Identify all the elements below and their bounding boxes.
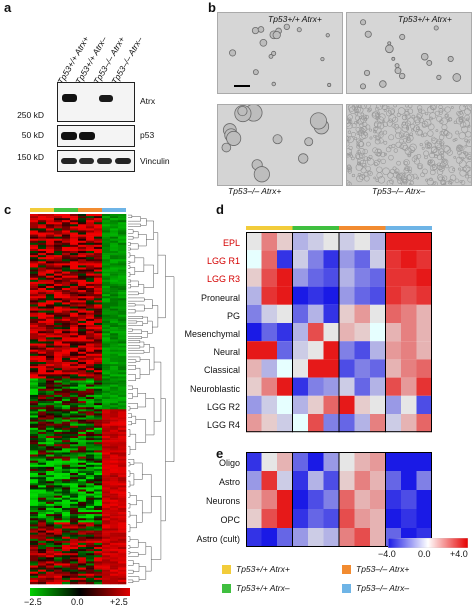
panel-e-row-label: Neurons xyxy=(205,496,240,506)
panel-letter-c: c xyxy=(4,202,12,217)
colorbar-c-tick-mid: 0.0 xyxy=(71,597,84,607)
colorbar-de-tick-mid: 0.0 xyxy=(418,549,431,559)
panel-d-row-label: EPL xyxy=(222,238,240,248)
legend-swatch-4 xyxy=(342,584,351,593)
legend-label-4: Tp53–/– Atrx– xyxy=(356,583,410,593)
micrograph-tp53null-atrxpos xyxy=(217,104,343,186)
legend-label-1: Tp53+/+ Atrx+ xyxy=(236,564,290,574)
colorbar-c-tick-low: −2.5 xyxy=(24,597,42,607)
micrograph-label-2: Tp53+/+ Atrx+ xyxy=(398,14,452,24)
panel-letter-a: a xyxy=(4,0,12,15)
legend-label-2: Tp53–/– Atrx+ xyxy=(356,564,410,574)
panel-letter-b: b xyxy=(208,0,216,15)
micrograph-label-1: Tp53+/+ Atrx+ xyxy=(268,14,322,24)
panel-d-row-label: LGG R3 xyxy=(206,274,240,285)
panel-d-row-label: LGG R1 xyxy=(206,256,240,267)
blot-label-vinculin: Vinculin xyxy=(140,156,170,166)
micrograph-label-4: Tp53–/– Atrx– xyxy=(372,186,426,196)
marker-50kd: 50 kD xyxy=(21,130,44,140)
panel-c-heatmap xyxy=(30,208,175,585)
colorbar-de-tick-low: −4.0 xyxy=(378,549,396,559)
colorbar-c-tick-high: +2.5 xyxy=(110,597,128,607)
marker-150kd: 150 kD xyxy=(17,152,44,162)
panel-e-heatmap xyxy=(246,452,432,547)
micrograph-tp53wt-atrxpos-2 xyxy=(346,12,472,94)
panel-e-row-label: Astro (cult) xyxy=(196,534,240,544)
panel-c-colorbar xyxy=(30,588,130,596)
blot-label-atrx: Atrx xyxy=(140,96,156,106)
panel-d-row-label: LGG R4 xyxy=(206,420,240,430)
panel-d-row-label: Mesenchymal xyxy=(184,329,240,339)
blot-p53 xyxy=(57,125,135,147)
panel-letter-d: d xyxy=(216,202,224,217)
panel-e-row-label: Oligo xyxy=(218,458,240,468)
panel-de-colorbar xyxy=(388,538,468,548)
legend-swatch-1 xyxy=(222,565,231,574)
blot-label-p53: p53 xyxy=(140,130,155,140)
panel-d-row-label: Neuroblastic xyxy=(189,383,240,394)
panel-d-row-label: Proneural xyxy=(200,292,240,303)
legend-label-3: Tp53+/+ Atrx– xyxy=(236,583,290,593)
legend-swatch-3 xyxy=(222,584,231,593)
colorbar-de-tick-high: +4.0 xyxy=(450,549,468,559)
panel-d-row-label: PG xyxy=(226,310,240,321)
panel-d-row-label: LGG R2 xyxy=(206,401,240,412)
panel-d-row-label: Neural xyxy=(213,347,240,358)
blot-vinculin xyxy=(57,150,135,172)
panel-e-row-label: Astro xyxy=(218,477,240,487)
micrograph-tp53null-atrxneg xyxy=(346,104,472,186)
micrograph-tp53wt-atrxpos-1 xyxy=(217,12,343,94)
blot-atrx xyxy=(57,82,135,122)
panel-e-row-label: OPC xyxy=(220,515,240,525)
panel-letter-e: e xyxy=(216,446,224,461)
legend-swatch-2 xyxy=(342,565,351,574)
marker-250kd: 250 kD xyxy=(17,110,44,120)
panel-d-heatmap xyxy=(246,226,432,433)
micrograph-label-3: Tp53–/– Atrx+ xyxy=(228,186,282,196)
panel-d-row-label: Classical xyxy=(203,365,240,376)
